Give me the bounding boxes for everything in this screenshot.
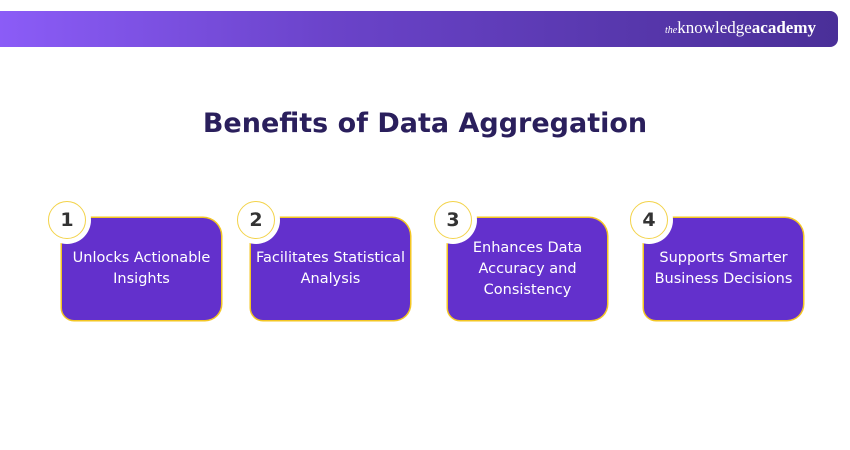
step-number-3: 3 bbox=[434, 201, 472, 239]
benefit-card-2: Facilitates Statistical Analysis bbox=[251, 218, 410, 320]
step-number-4: 4 bbox=[630, 201, 668, 239]
benefit-label: Enhances Data Accuracy and Consistency bbox=[472, 239, 583, 298]
header-banner: theknowledgeacademy bbox=[0, 11, 838, 47]
benefit-card-1: Unlocks Actionable Insights bbox=[62, 218, 221, 320]
logo-suffix: academy bbox=[751, 18, 816, 37]
step-number-2: 2 bbox=[237, 201, 275, 239]
logo-prefix: the bbox=[664, 25, 678, 36]
logo-name: knowledge bbox=[677, 18, 752, 37]
benefit-card-4: Supports Smarter Business Decisions bbox=[644, 218, 803, 320]
benefit-label: Unlocks Actionable Insights bbox=[72, 250, 211, 287]
benefit-card-3: Enhances Data Accuracy and Consistency bbox=[448, 218, 607, 320]
brand-logo: theknowledgeacademy bbox=[665, 18, 816, 38]
benefit-label: Facilitates Statistical Analysis bbox=[256, 250, 405, 287]
benefit-label: Supports Smarter Business Decisions bbox=[654, 250, 793, 287]
step-number-1: 1 bbox=[48, 201, 86, 239]
page-title: Benefits of Data Aggregation bbox=[202, 108, 648, 139]
